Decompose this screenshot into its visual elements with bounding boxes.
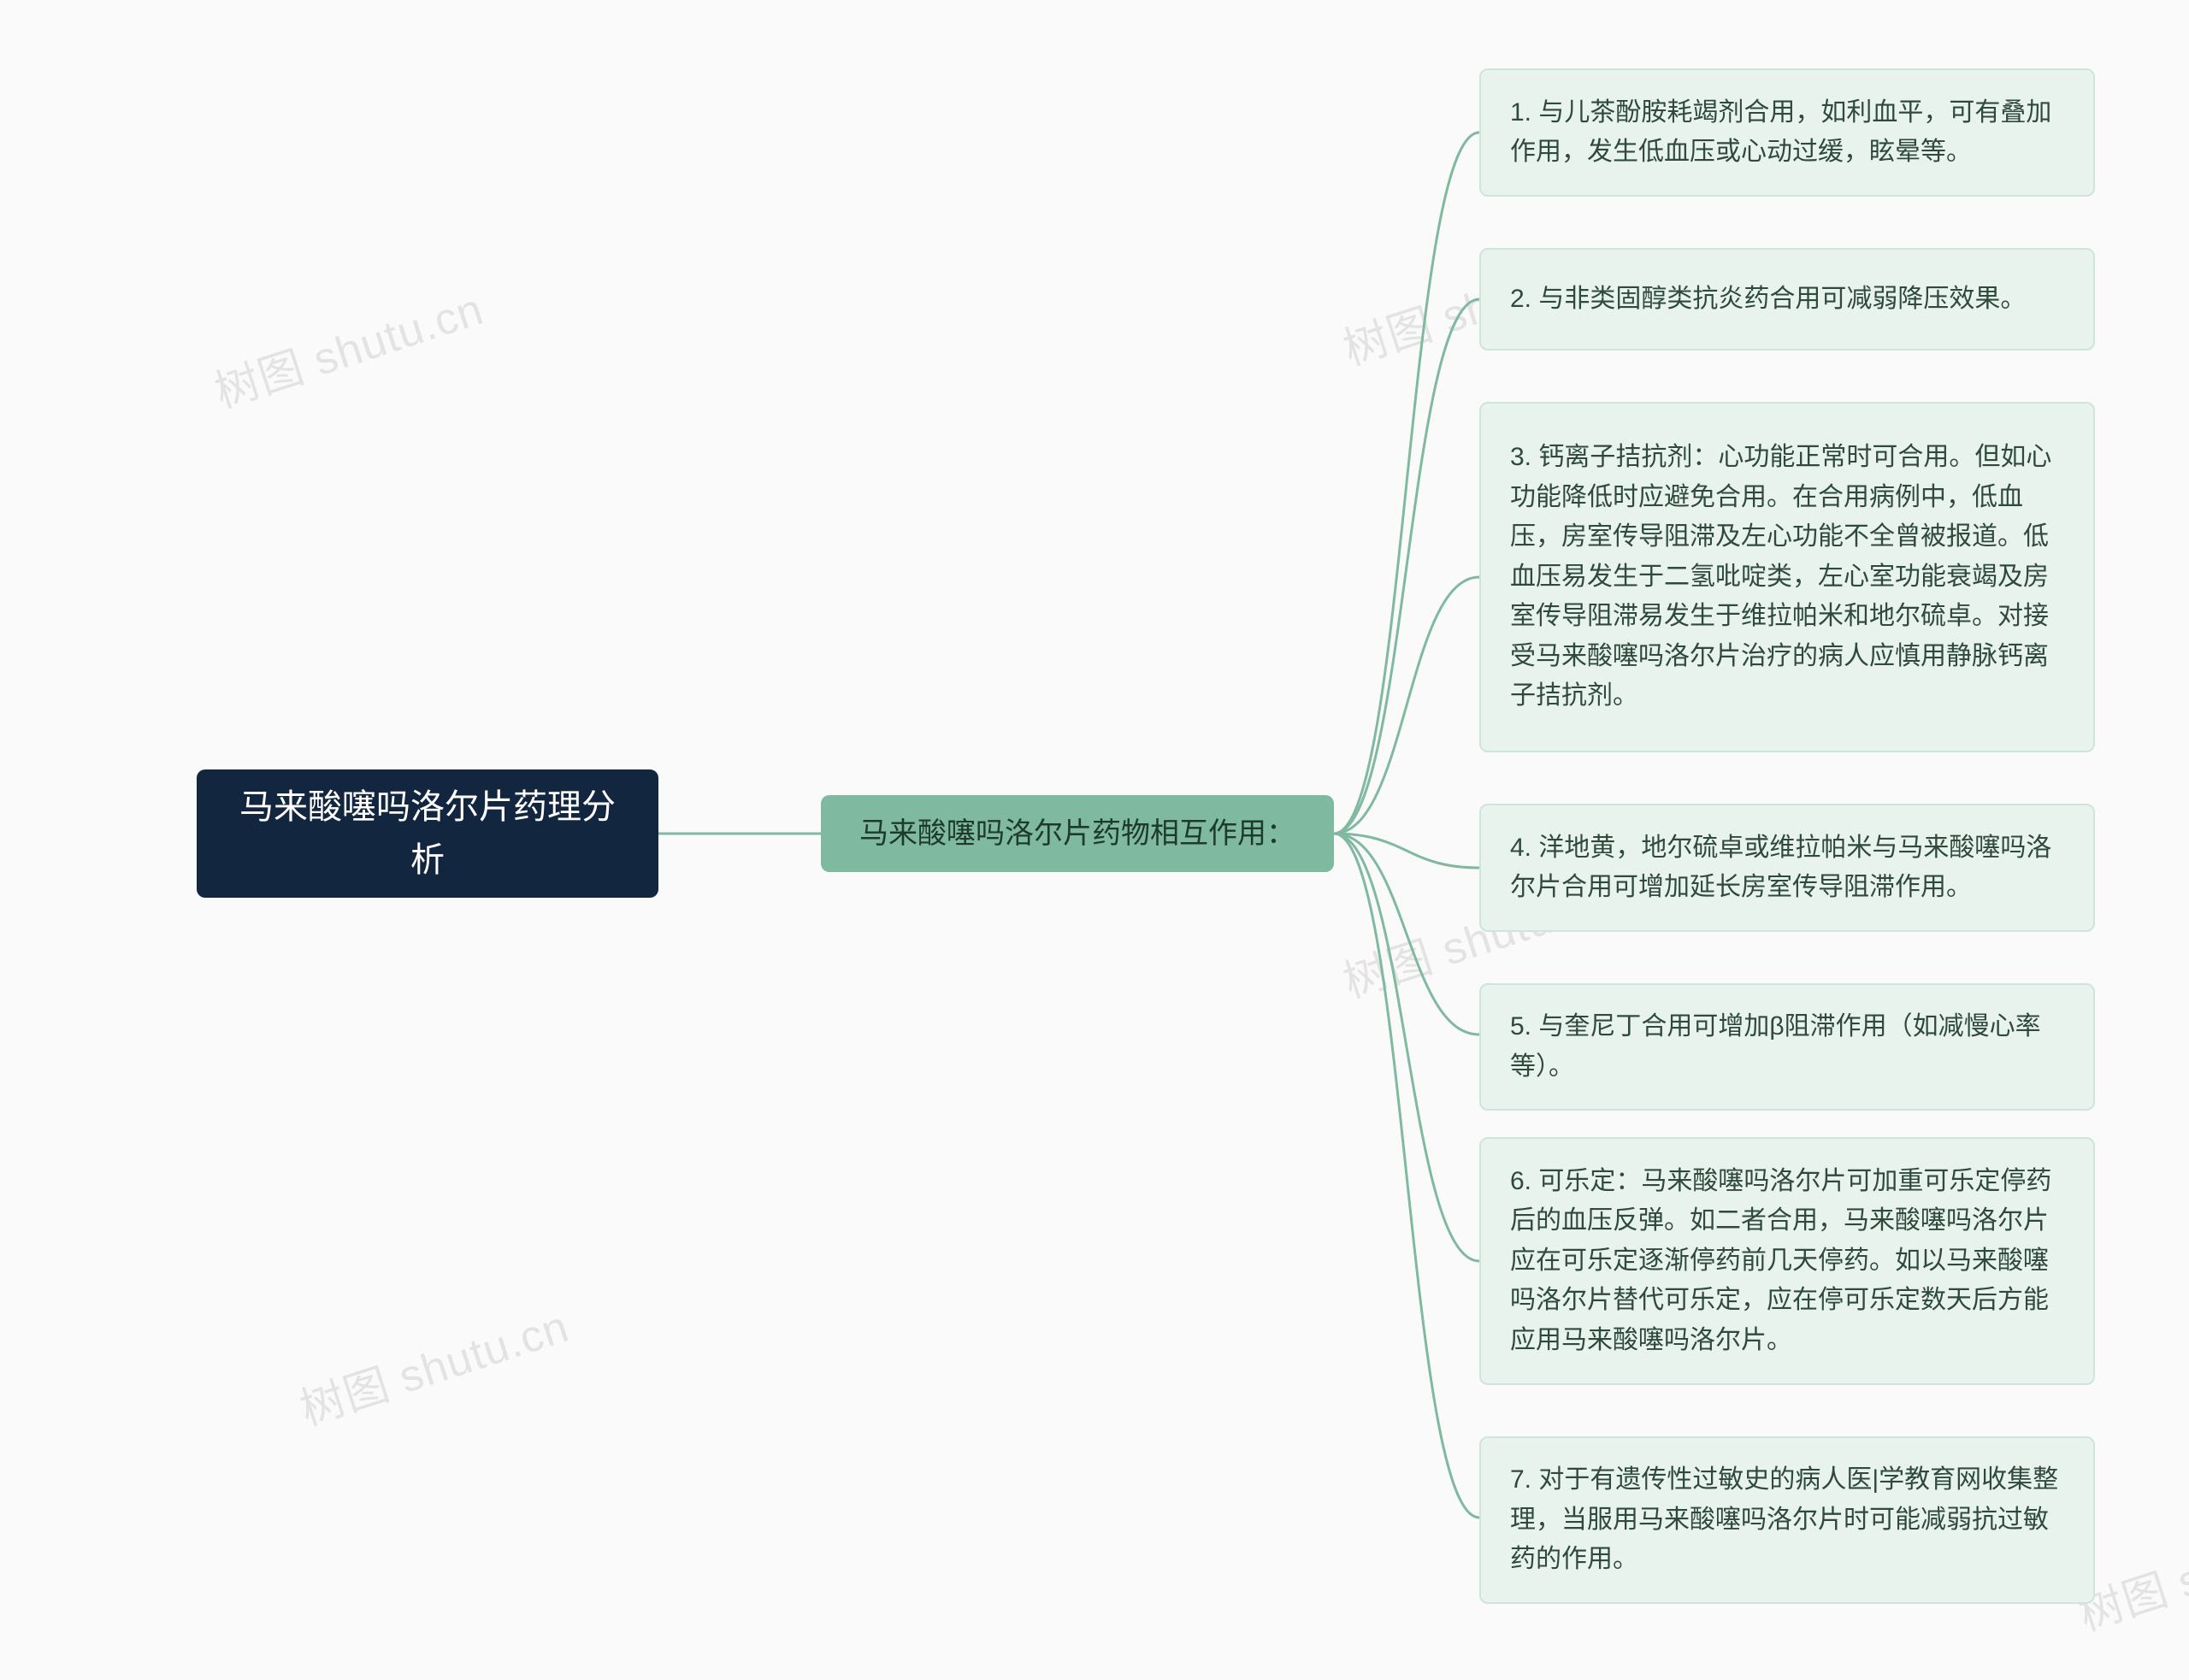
root-label: 马来酸噻吗洛尔片药理分析: [227, 781, 628, 887]
leaf-node: 7. 对于有遗传性过敏史的病人医|学教育网收集整理，当服用马来酸噻吗洛尔片时可能…: [1479, 1436, 2095, 1604]
leaf-node: 3. 钙离子拮抗剂：心功能正常时可合用。但如心功能降低时应避免合用。在合用病例中…: [1479, 402, 2095, 752]
edge-l1-leaf3: [1334, 577, 1479, 834]
edge-l1-leaf4: [1334, 834, 1479, 868]
leaf-label: 4. 洋地黄，地尔硫卓或维拉帕米与马来酸噻吗洛尔片合用可增加延长房室传导阻滞作用…: [1510, 828, 2064, 908]
leaf-label: 7. 对于有遗传性过敏史的病人医|学教育网收集整理，当服用马来酸噻吗洛尔片时可能…: [1510, 1460, 2064, 1580]
level1-node: 马来酸噻吗洛尔片药物相互作用：: [821, 795, 1334, 872]
leaf-node: 4. 洋地黄，地尔硫卓或维拉帕米与马来酸噻吗洛尔片合用可增加延长房室传导阻滞作用…: [1479, 804, 2095, 932]
leaf-label: 2. 与非类固醇类抗炎药合用可减弱降压效果。: [1510, 280, 2026, 320]
leaf-label: 6. 可乐定：马来酸噻吗洛尔片可加重可乐定停药后的血压反弹。如二者合用，马来酸噻…: [1510, 1162, 2064, 1361]
edge-l1-leaf2: [1334, 299, 1479, 834]
leaf-node: 5. 与奎尼丁合用可增加β阻滞作用（如减慢心率等）。: [1479, 983, 2095, 1111]
leaf-label: 3. 钙离子拮抗剂：心功能正常时可合用。但如心功能降低时应避免合用。在合用病例中…: [1510, 438, 2064, 716]
root-node: 马来酸噻吗洛尔片药理分析: [197, 769, 658, 898]
watermark: 树图 shutu.cn: [291, 1290, 575, 1437]
leaf-node: 1. 与儿茶酚胺耗竭剂合用，如利血平，可有叠加作用，发生低血压或心动过缓，眩晕等…: [1479, 68, 2095, 197]
leaf-node: 6. 可乐定：马来酸噻吗洛尔片可加重可乐定停药后的血压反弹。如二者合用，马来酸噻…: [1479, 1137, 2095, 1385]
edge-l1-leaf1: [1334, 133, 1479, 834]
watermark: 树图 shutu.cn: [205, 273, 490, 420]
level1-label: 马来酸噻吗洛尔片药物相互作用：: [859, 811, 1295, 857]
edge-l1-leaf6: [1334, 834, 1479, 1261]
leaf-node: 2. 与非类固醇类抗炎药合用可减弱降压效果。: [1479, 248, 2095, 351]
leaf-label: 5. 与奎尼丁合用可增加β阻滞作用（如减慢心率等）。: [1510, 1007, 2064, 1087]
edge-l1-leaf7: [1334, 834, 1479, 1518]
leaf-label: 1. 与儿茶酚胺耗竭剂合用，如利血平，可有叠加作用，发生低血压或心动过缓，眩晕等…: [1510, 93, 2064, 173]
edge-l1-leaf5: [1334, 834, 1479, 1035]
